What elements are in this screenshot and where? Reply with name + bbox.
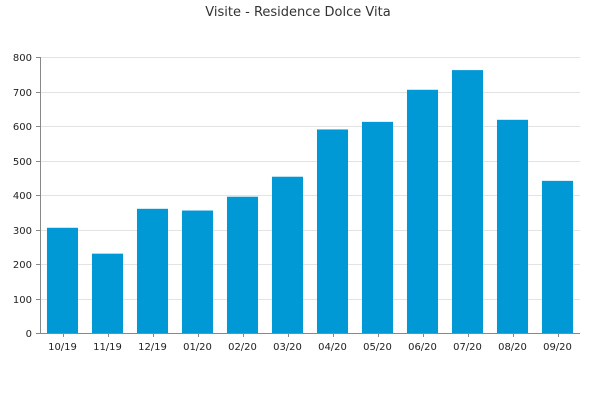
x-tick-label: 04/20 — [318, 342, 347, 353]
y-tick-label: 0 — [26, 329, 32, 340]
gridlines — [40, 57, 580, 300]
y-tick-label: 200 — [13, 260, 32, 271]
x-tick-label: 01/20 — [183, 342, 212, 353]
x-tick-label: 07/20 — [453, 342, 482, 353]
bar — [271, 176, 304, 333]
x-axis-ticks: 10/19 11/19 12/19 01/20 02/20 03/20 04/20 05/20… — [48, 333, 572, 353]
y-tick-label: 700 — [13, 88, 32, 99]
bar — [91, 253, 124, 333]
x-tick-label: 08/20 — [498, 342, 527, 353]
bar — [541, 180, 574, 333]
x-tick-label: 12/19 — [138, 342, 167, 353]
chart-title: Visite - Residence Dolce Vita — [205, 5, 390, 20]
x-tick-label: 05/20 — [363, 342, 392, 353]
bar — [181, 210, 214, 333]
y-axis-ticks: 0 100 200 300 400 500 600 700 800 — [13, 53, 40, 340]
bar — [361, 121, 394, 333]
x-tick-label: 10/19 — [48, 342, 77, 353]
bar — [136, 208, 169, 333]
bar — [406, 89, 439, 334]
x-tick-label: 09/20 — [543, 342, 572, 353]
y-tick-label: 100 — [13, 295, 32, 306]
y-tick-label: 400 — [13, 191, 32, 202]
bars — [46, 70, 574, 334]
y-tick-label: 500 — [13, 157, 32, 168]
y-tick-label: 600 — [13, 122, 32, 133]
y-tick-label: 300 — [13, 226, 32, 237]
x-tick-label: 03/20 — [273, 342, 302, 353]
x-tick-label: 06/20 — [408, 342, 437, 353]
x-tick-label: 11/19 — [93, 342, 122, 353]
y-tick-label: 800 — [13, 53, 32, 64]
x-tick-label: 02/20 — [228, 342, 257, 353]
bar — [316, 129, 349, 333]
bar — [46, 227, 79, 333]
bar — [496, 119, 529, 333]
bar — [226, 196, 259, 333]
axes — [40, 57, 580, 334]
bar — [451, 70, 484, 334]
